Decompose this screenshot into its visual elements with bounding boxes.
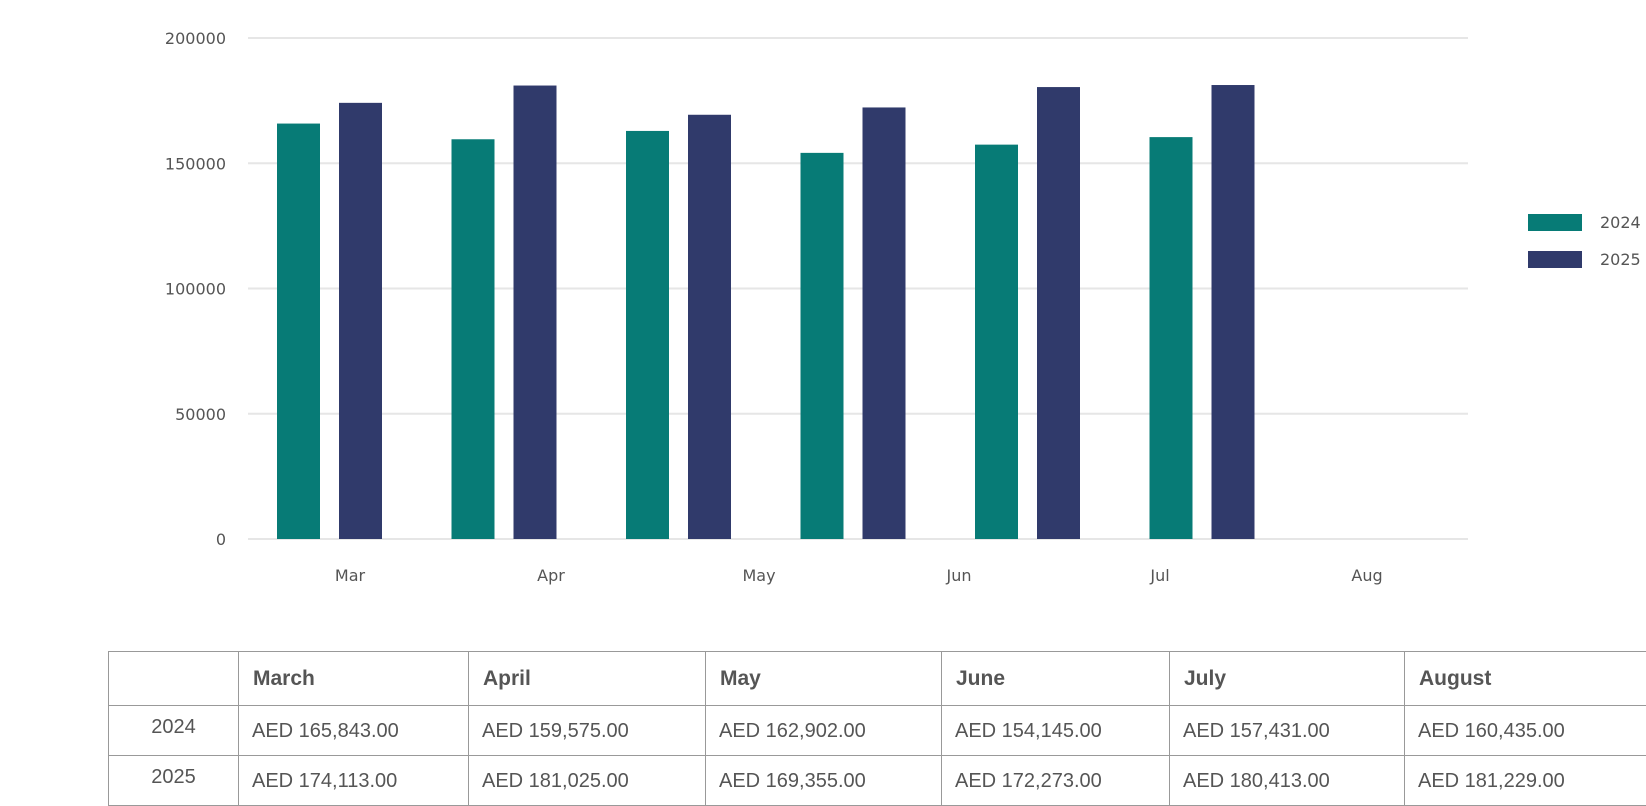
bar-2024-jul <box>975 145 1018 539</box>
bar-2025-apr <box>514 86 557 539</box>
table-row: 2024 AED 165,843.00 AED 159,575.00 AED 1… <box>109 706 1646 756</box>
bar-2025-jun <box>863 107 906 539</box>
table-cell: AED 172,273.00 <box>942 756 1170 806</box>
bar-2024-jun <box>801 153 844 539</box>
bar-chart: 0 50000 100000 150000 200000 Mar Apr May Jun Jul A… <box>0 0 1646 640</box>
data-table: March April May June July August 2024 AE… <box>108 651 1646 806</box>
bar-2025-mar <box>339 103 382 539</box>
x-tick-label: Jun <box>946 566 972 585</box>
table-header-july: July <box>1170 652 1405 706</box>
table-header-row: March April May June July August <box>109 652 1646 706</box>
row-label-2024: 2024 <box>109 706 239 756</box>
table-header-august: August <box>1405 652 1646 706</box>
bar-2024-may <box>626 131 669 539</box>
table-header-corner <box>109 652 239 706</box>
table-cell: AED 162,902.00 <box>706 706 942 756</box>
y-tick-label: 200000 <box>165 29 226 48</box>
table-cell: AED 181,025.00 <box>469 756 706 806</box>
legend-swatch-2025 <box>1528 251 1582 268</box>
table-cell: AED 165,843.00 <box>239 706 469 756</box>
legend-swatch-2024 <box>1528 214 1582 231</box>
bar-2024-aug <box>1150 137 1193 539</box>
y-tick-label: 150000 <box>165 154 226 173</box>
bar-2025-jul <box>1037 87 1080 539</box>
table-cell: AED 160,435.00 <box>1405 706 1646 756</box>
bar-2025-may <box>688 115 731 539</box>
bar-2024-apr <box>452 139 495 539</box>
bar-2025-aug <box>1212 85 1255 539</box>
x-tick-label: Jul <box>1149 566 1169 585</box>
table-row: 2025 AED 174,113.00 AED 181,025.00 AED 1… <box>109 756 1646 806</box>
x-tick-label: Aug <box>1351 566 1382 585</box>
table-header-june: June <box>942 652 1170 706</box>
row-label-2025: 2025 <box>109 756 239 806</box>
table-header-april: April <box>469 652 706 706</box>
table-cell: AED 157,431.00 <box>1170 706 1405 756</box>
y-tick-label: 100000 <box>165 280 226 299</box>
table-header-march: March <box>239 652 469 706</box>
table-cell: AED 159,575.00 <box>469 706 706 756</box>
table-cell: AED 181,229.00 <box>1405 756 1646 806</box>
table-cell: AED 180,413.00 <box>1170 756 1405 806</box>
x-tick-label: May <box>742 566 775 585</box>
x-tick-label: Apr <box>537 566 565 585</box>
table-cell: AED 169,355.00 <box>706 756 942 806</box>
table-cell: AED 154,145.00 <box>942 706 1170 756</box>
x-tick-label: Mar <box>335 566 366 585</box>
y-tick-label: 0 <box>216 530 226 549</box>
legend-label-2024: 2024 <box>1600 213 1641 232</box>
table-cell: AED 174,113.00 <box>239 756 469 806</box>
legend-label-2025: 2025 <box>1600 250 1641 269</box>
y-tick-label: 50000 <box>175 405 226 424</box>
bar-2024-mar <box>277 124 320 539</box>
table-header-may: May <box>706 652 942 706</box>
